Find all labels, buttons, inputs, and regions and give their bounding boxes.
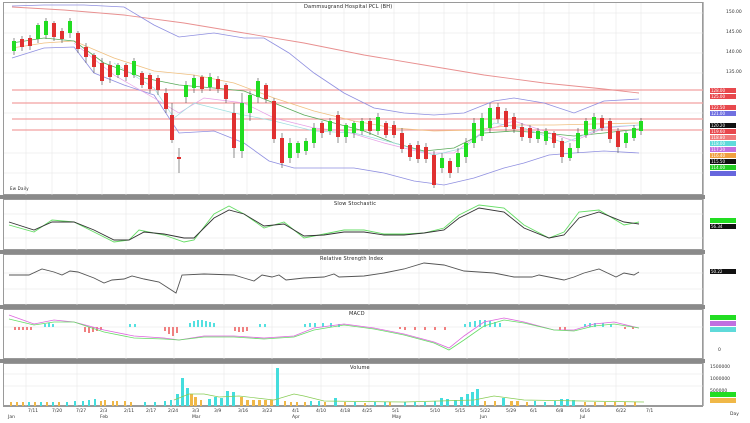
x-tick: 7/1 [646, 409, 654, 414]
price-panel-note: Ew Daily [10, 186, 29, 191]
stochastic-svg [4, 200, 704, 251]
price-tag-13 [710, 171, 736, 176]
price-tag-1: 128.00 [710, 88, 736, 93]
x-tick: 7/20 [52, 409, 63, 414]
month-label: May [392, 415, 402, 420]
macd-title: MACD [349, 311, 365, 317]
macd-tag-2 [710, 321, 736, 326]
panel-separator[interactable] [0, 305, 705, 309]
x-tick: 5/29 [506, 409, 517, 414]
x-tick: 5/15 [455, 409, 466, 414]
x-tick: 5/22 [480, 409, 491, 414]
month-label: Mar [192, 415, 201, 420]
price-panel: Dammsugrand Hospital PCL (BH) Ew Daily [3, 2, 704, 196]
x-tick: 2/11 [124, 409, 135, 414]
x-tick: 6/1 [530, 409, 538, 414]
volume-tick: 500000 [710, 389, 727, 394]
price-tag-3: 122.50 [710, 105, 736, 110]
x-tick: 3/23 [262, 409, 273, 414]
stochastic-title: Slow Stochastic [334, 201, 377, 207]
x-tick: 2/3 [100, 409, 108, 414]
x-tick: 4/18 [340, 409, 351, 414]
stoch-tag-d: 56.34 [710, 224, 736, 229]
panel-separator[interactable] [0, 359, 705, 363]
price-tag-2: 125.00 [710, 94, 736, 99]
macd-tag-1 [710, 315, 736, 320]
rsi-tag: 50.22 [710, 269, 736, 274]
stochastic-panel: Slow Stochastic [3, 199, 704, 251]
panel-separator[interactable] [0, 195, 705, 199]
month-label: Feb [100, 415, 108, 420]
x-tick: 7/27 [76, 409, 87, 414]
price-tag-8: 118.00 [710, 141, 736, 146]
price-tag-4: 121.00 [710, 111, 736, 116]
price-tick: 140.00 [726, 50, 742, 55]
price-tag-6: 119.60 [710, 129, 736, 134]
x-tick: 4/10 [316, 409, 327, 414]
x-tick: 5/1 [392, 409, 400, 414]
price-tick: 135.00 [726, 70, 742, 75]
volume-svg [4, 364, 704, 407]
rsi-panel: Relative Strength Index [3, 254, 704, 306]
x-axis [3, 406, 703, 423]
panel-separator[interactable] [0, 250, 705, 254]
x-axis-unit: Day [730, 412, 739, 417]
volume-tag-1 [710, 392, 736, 397]
price-tag-11: 115.50 [710, 159, 736, 164]
month-label: Jul [580, 415, 586, 420]
price-chart-svg [4, 3, 704, 196]
price-tag-5: 120.20 [710, 123, 736, 128]
rsi-svg [4, 255, 704, 306]
x-tick: 3/9 [214, 409, 222, 414]
volume-tag-2 [710, 398, 736, 403]
x-tick: 6/8 [556, 409, 564, 414]
macd-zero-label: 0 [718, 348, 721, 353]
x-tick: 3/16 [238, 409, 249, 414]
candles [12, 18, 643, 188]
volume-tick: 1500000 [710, 365, 731, 370]
month-label: Jun [480, 415, 488, 420]
price-panel-title: Dammsugrand Hospital PCL (BH) [304, 4, 393, 10]
month-label: Jan [8, 415, 15, 420]
x-tick: 2/17 [146, 409, 157, 414]
rsi-title: Relative Strength Index [320, 256, 384, 262]
price-tick: 145.00 [726, 30, 742, 35]
stoch-tag-k [710, 218, 736, 223]
rsi-axis[interactable] [703, 254, 750, 305]
x-tick: 6/22 [616, 409, 627, 414]
price-tag-12: 114.00 [710, 165, 736, 170]
price-tag-9: 117.20 [710, 147, 736, 152]
volume-title: Volume [350, 365, 370, 371]
macd-panel: MACD [3, 309, 704, 360]
price-tag-10: 116.40 [710, 153, 736, 158]
x-tick: 3/3 [192, 409, 200, 414]
macd-svg [4, 310, 704, 360]
price-tag-7: 118.80 [710, 135, 736, 140]
x-tick: 6/16 [580, 409, 591, 414]
x-tick: 7/11 [28, 409, 39, 414]
x-tick: 4/25 [362, 409, 373, 414]
month-label: Apr [292, 415, 300, 420]
x-tick: 5/10 [430, 409, 441, 414]
volume-tick: 1000000 [710, 377, 731, 382]
volume-panel: Volume [3, 363, 704, 407]
x-tick: 2/24 [168, 409, 179, 414]
x-tick: 4/1 [292, 409, 300, 414]
price-tick: 150.00 [726, 10, 742, 15]
macd-tag-3 [710, 327, 736, 332]
